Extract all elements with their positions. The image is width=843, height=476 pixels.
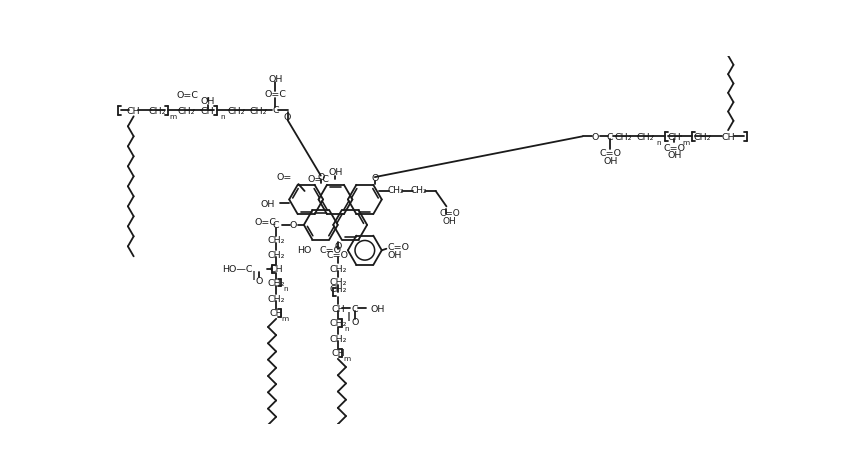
- Text: C=O: C=O: [439, 208, 460, 218]
- Text: OH: OH: [388, 251, 402, 260]
- Text: CH: CH: [722, 132, 735, 141]
- Text: C=O: C=O: [599, 149, 621, 158]
- Text: m: m: [682, 139, 690, 145]
- Text: O=: O=: [277, 172, 293, 181]
- Text: OH: OH: [201, 97, 215, 106]
- Text: ‖: ‖: [346, 312, 351, 321]
- Text: CH₂: CH₂: [177, 107, 195, 115]
- Text: O=C: O=C: [254, 218, 277, 227]
- Text: n: n: [345, 326, 349, 331]
- Text: CH: CH: [201, 107, 214, 115]
- Text: CH: CH: [331, 348, 345, 357]
- Text: CH₂: CH₂: [267, 236, 285, 245]
- Text: CH: CH: [331, 304, 345, 313]
- Text: C: C: [273, 221, 280, 230]
- Text: CH: CH: [270, 308, 283, 317]
- Text: n: n: [657, 139, 661, 145]
- Text: O: O: [289, 221, 297, 230]
- Text: HO: HO: [298, 246, 312, 255]
- Text: OH: OH: [371, 304, 385, 313]
- Text: CH₂: CH₂: [148, 107, 166, 115]
- Text: O=C: O=C: [176, 91, 198, 100]
- Text: O: O: [284, 112, 292, 121]
- Text: n: n: [283, 286, 287, 291]
- Text: ‖: ‖: [252, 270, 255, 279]
- Text: OH: OH: [603, 156, 617, 165]
- Text: C: C: [607, 132, 614, 141]
- Text: CH₂: CH₂: [411, 186, 427, 195]
- Text: CH₂: CH₂: [387, 186, 404, 195]
- Text: C: C: [352, 304, 358, 313]
- Text: O=C: O=C: [265, 90, 287, 99]
- Text: CH: CH: [668, 132, 681, 141]
- Text: O: O: [351, 318, 358, 327]
- Text: C=O: C=O: [319, 246, 341, 255]
- Text: HO—C: HO—C: [223, 265, 253, 274]
- Text: CH₂: CH₂: [329, 264, 346, 273]
- Text: CH₂: CH₂: [267, 250, 285, 259]
- Text: CH₂: CH₂: [267, 294, 285, 303]
- Text: CH₂: CH₂: [615, 132, 632, 141]
- Text: CH: CH: [270, 265, 283, 274]
- Text: C=O: C=O: [663, 143, 685, 152]
- Text: CH₂: CH₂: [329, 318, 346, 327]
- Text: n: n: [220, 113, 224, 119]
- Text: m: m: [343, 356, 351, 361]
- Text: O: O: [371, 173, 379, 182]
- Text: CH₂: CH₂: [329, 278, 346, 287]
- Text: O=C: O=C: [308, 175, 330, 184]
- Text: CH₂: CH₂: [637, 132, 654, 141]
- Text: C=O: C=O: [388, 242, 410, 251]
- Text: CH₂: CH₂: [694, 132, 711, 141]
- Text: m: m: [282, 316, 289, 321]
- Text: O: O: [317, 172, 325, 181]
- Text: CH₂: CH₂: [267, 278, 285, 288]
- Text: OH: OH: [328, 168, 342, 177]
- Text: CH₂: CH₂: [228, 107, 244, 115]
- Text: C: C: [272, 106, 279, 115]
- Text: OH: OH: [667, 151, 681, 160]
- Text: OH: OH: [261, 199, 276, 208]
- Text: m: m: [169, 113, 176, 119]
- Text: O: O: [592, 132, 599, 141]
- Text: O: O: [334, 242, 341, 251]
- Text: OH: OH: [443, 216, 456, 225]
- Text: O: O: [255, 276, 263, 285]
- Text: CH₂: CH₂: [329, 284, 346, 293]
- Text: CH₂: CH₂: [329, 334, 346, 343]
- Text: CH₂: CH₂: [250, 107, 267, 115]
- Text: OH: OH: [268, 75, 282, 84]
- Text: CH: CH: [126, 107, 141, 115]
- Text: C=O: C=O: [327, 250, 349, 259]
